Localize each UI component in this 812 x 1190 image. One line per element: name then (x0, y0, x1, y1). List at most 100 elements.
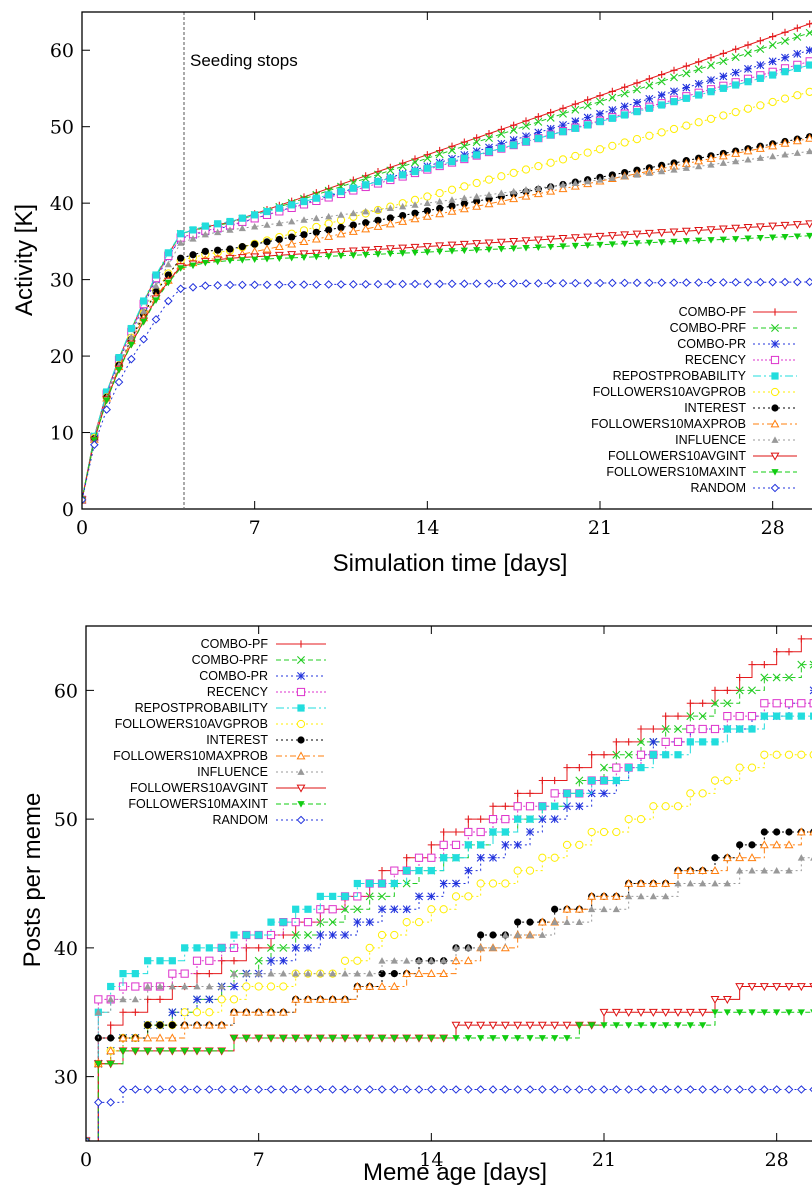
data-point (637, 1022, 645, 1029)
data-point (534, 134, 542, 142)
series-combo-prf (86, 660, 812, 1141)
data-point (427, 957, 435, 964)
data-point (103, 388, 111, 396)
data-point (575, 840, 584, 849)
data-point (279, 982, 288, 991)
activity-x-axis-title: Simulation time [days] (333, 550, 568, 577)
data-point (772, 699, 781, 708)
data-point (711, 686, 719, 694)
data-point (780, 138, 790, 147)
data-point (311, 234, 321, 243)
data-point (694, 79, 703, 88)
data-point (670, 87, 678, 96)
legend-label: FOLLOWERS10MAXPROB (591, 417, 746, 431)
data-point (119, 1047, 127, 1055)
data-point (731, 53, 740, 62)
data-point (514, 789, 522, 797)
data-point (127, 324, 135, 333)
series-followers10maxint (82, 232, 812, 504)
data-point (349, 184, 357, 192)
data-point (411, 158, 419, 167)
data-point (510, 141, 518, 149)
data-point (723, 1085, 732, 1094)
data-point (558, 235, 568, 244)
data-point (353, 918, 362, 927)
data-point (205, 995, 214, 1004)
data-point (797, 635, 805, 643)
data-point (143, 1033, 153, 1042)
data-point (723, 699, 732, 708)
data-point (662, 751, 670, 759)
data-point (719, 278, 728, 287)
data-point (711, 1009, 719, 1016)
data-point (451, 1021, 461, 1030)
data-point (596, 97, 604, 106)
data-point (94, 1060, 102, 1068)
data-point (534, 162, 543, 171)
data-point (201, 230, 209, 238)
plot-area (82, 20, 812, 505)
data-point (521, 191, 531, 200)
legend-entry-combo-pr: COMBO-PR (199, 669, 326, 683)
legend-label: INFLUENCE (675, 433, 746, 447)
data-point (649, 1085, 658, 1094)
data-point (90, 440, 99, 450)
data-point (571, 124, 579, 132)
data-point (328, 905, 337, 914)
data-point (596, 118, 604, 126)
data-point (472, 240, 482, 249)
series-line-repostprobability (86, 715, 812, 1141)
legend-label: FOLLOWERS10AVGINT (608, 449, 746, 463)
data-point (168, 969, 177, 978)
data-point (291, 1085, 300, 1094)
data-point (316, 970, 324, 977)
data-point (427, 867, 435, 875)
data-point (501, 1085, 510, 1094)
data-point (374, 170, 382, 179)
data-point (476, 879, 485, 888)
data-point (439, 840, 448, 849)
data-point (263, 207, 271, 216)
y-tick-label: 60 (54, 680, 78, 702)
data-point (596, 109, 604, 118)
data-point (620, 231, 630, 240)
data-point (168, 957, 176, 965)
data-point (315, 994, 325, 1003)
data-point (533, 236, 543, 245)
data-point (180, 1008, 189, 1017)
data-point (599, 1008, 609, 1017)
data-point (448, 142, 456, 150)
data-point (152, 282, 160, 289)
data-point (562, 1085, 572, 1094)
data-point (760, 828, 768, 836)
data-point (533, 189, 543, 198)
data-point (386, 250, 394, 258)
data-point (768, 41, 777, 49)
data-point (649, 802, 658, 811)
data-point (522, 138, 530, 146)
data-point (337, 211, 345, 218)
data-point (599, 891, 609, 900)
data-point (748, 841, 756, 849)
data-point (378, 1035, 386, 1042)
data-point (489, 944, 497, 951)
data-point (144, 1021, 152, 1029)
data-point (127, 341, 135, 349)
data-point (625, 738, 633, 746)
data-point (386, 174, 394, 182)
data-point (559, 128, 567, 136)
data-point (674, 725, 682, 733)
data-point (657, 91, 666, 100)
series-followers10avgint (86, 983, 812, 1141)
data-point (348, 247, 358, 256)
data-point (736, 841, 744, 849)
data-point (612, 905, 620, 913)
data-point (620, 102, 629, 111)
data-point (793, 24, 801, 32)
data-point (287, 251, 297, 260)
data-point (658, 167, 666, 175)
data-point (781, 53, 789, 62)
legend-marker (770, 355, 780, 365)
data-point (131, 1085, 140, 1094)
data-point (164, 271, 172, 279)
